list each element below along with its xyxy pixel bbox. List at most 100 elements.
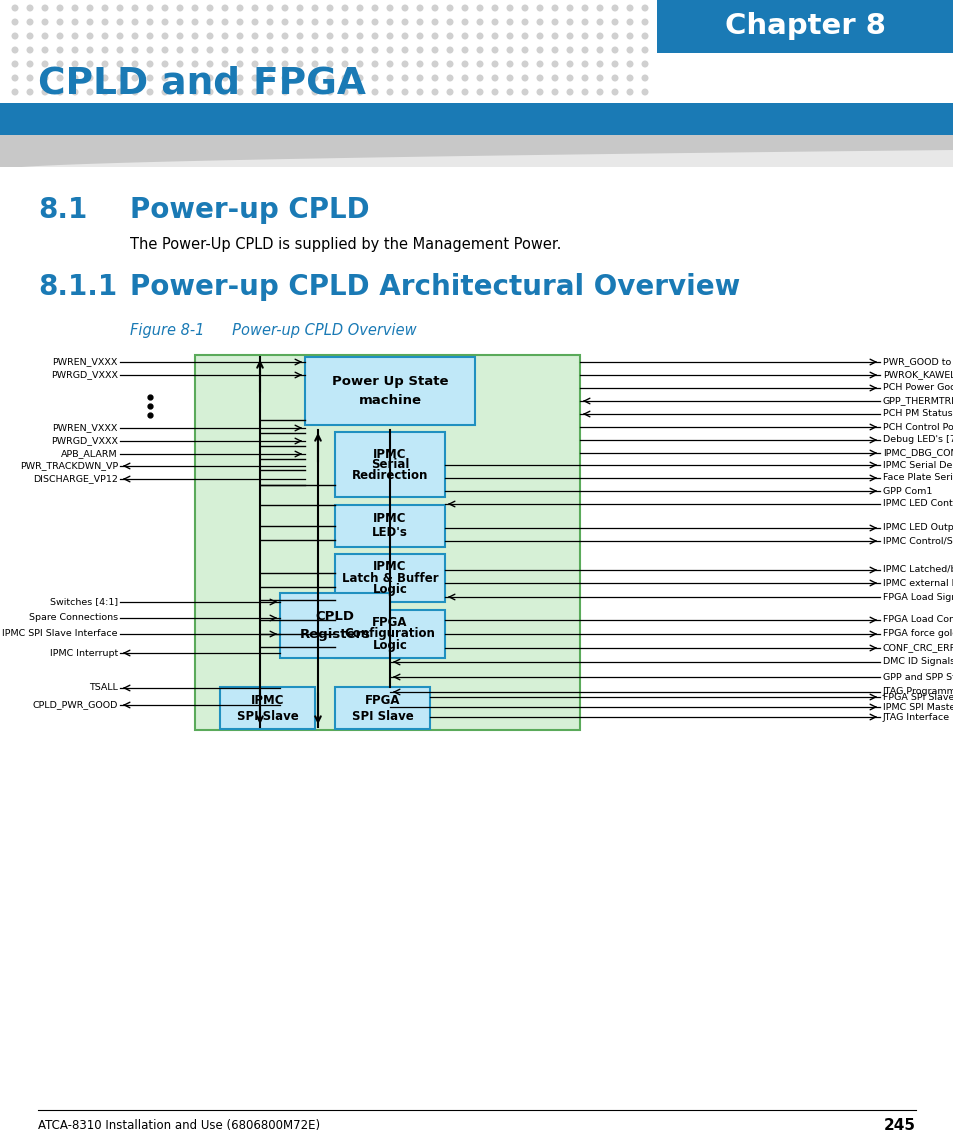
Circle shape	[102, 61, 108, 66]
Circle shape	[537, 6, 542, 10]
Circle shape	[641, 19, 647, 25]
Circle shape	[387, 6, 393, 10]
Circle shape	[327, 33, 333, 39]
Circle shape	[222, 19, 228, 25]
Circle shape	[252, 47, 257, 53]
Circle shape	[147, 19, 152, 25]
Text: PWR_TRACKDWN_VP: PWR_TRACKDWN_VP	[20, 461, 118, 471]
Circle shape	[177, 33, 183, 39]
Circle shape	[207, 89, 213, 95]
Circle shape	[416, 61, 422, 66]
Text: IPMC Latched/buffered Signals: IPMC Latched/buffered Signals	[882, 566, 953, 575]
Circle shape	[507, 33, 513, 39]
Circle shape	[567, 6, 572, 10]
Text: FPGA Load Signals DONE, INIT: FPGA Load Signals DONE, INIT	[882, 592, 953, 601]
Circle shape	[432, 76, 437, 81]
Circle shape	[297, 47, 302, 53]
Circle shape	[28, 6, 32, 10]
Circle shape	[297, 61, 302, 66]
Circle shape	[72, 61, 78, 66]
Circle shape	[552, 19, 558, 25]
Circle shape	[626, 19, 632, 25]
Circle shape	[192, 61, 197, 66]
Text: Redirection: Redirection	[352, 469, 428, 482]
Circle shape	[342, 6, 348, 10]
Circle shape	[567, 61, 572, 66]
Circle shape	[87, 61, 92, 66]
Circle shape	[237, 47, 243, 53]
Text: IPMC: IPMC	[373, 513, 406, 526]
Circle shape	[356, 76, 362, 81]
Circle shape	[356, 33, 362, 39]
Circle shape	[177, 47, 183, 53]
Text: IPMC external Latch Signals: IPMC external Latch Signals	[882, 578, 953, 587]
Circle shape	[327, 61, 333, 66]
Text: Configuration: Configuration	[344, 627, 435, 640]
Text: CPLD: CPLD	[315, 610, 355, 623]
Circle shape	[42, 76, 48, 81]
Circle shape	[416, 6, 422, 10]
Text: Figure 8-1      Power-up CPLD Overview: Figure 8-1 Power-up CPLD Overview	[130, 323, 416, 338]
FancyBboxPatch shape	[0, 103, 953, 135]
Circle shape	[237, 33, 243, 39]
Circle shape	[192, 47, 197, 53]
Circle shape	[626, 61, 632, 66]
Circle shape	[147, 47, 152, 53]
FancyBboxPatch shape	[0, 135, 953, 169]
Circle shape	[356, 47, 362, 53]
Text: FPGA: FPGA	[372, 616, 407, 630]
Circle shape	[72, 6, 78, 10]
Circle shape	[42, 47, 48, 53]
Circle shape	[461, 6, 467, 10]
Circle shape	[612, 47, 618, 53]
Circle shape	[162, 89, 168, 95]
Circle shape	[147, 76, 152, 81]
Circle shape	[267, 76, 273, 81]
Text: 8.1: 8.1	[38, 196, 87, 224]
Circle shape	[252, 19, 257, 25]
Circle shape	[626, 6, 632, 10]
Circle shape	[72, 47, 78, 53]
Circle shape	[612, 33, 618, 39]
Circle shape	[597, 89, 602, 95]
Circle shape	[28, 76, 32, 81]
Circle shape	[57, 76, 63, 81]
Text: PWREN_VXXX: PWREN_VXXX	[52, 357, 118, 366]
Circle shape	[252, 61, 257, 66]
Circle shape	[312, 19, 317, 25]
Circle shape	[402, 76, 407, 81]
Circle shape	[177, 76, 183, 81]
Circle shape	[72, 33, 78, 39]
Circle shape	[132, 33, 137, 39]
Circle shape	[537, 19, 542, 25]
Circle shape	[237, 61, 243, 66]
Circle shape	[28, 47, 32, 53]
Circle shape	[87, 6, 92, 10]
Circle shape	[282, 33, 288, 39]
Circle shape	[177, 19, 183, 25]
Text: PWREN_VXXX: PWREN_VXXX	[52, 424, 118, 433]
Circle shape	[177, 89, 183, 95]
Text: FPGA force golden Signals: FPGA force golden Signals	[882, 630, 953, 639]
Text: TSALL: TSALL	[89, 684, 118, 693]
Circle shape	[507, 61, 513, 66]
Text: IPMC: IPMC	[373, 448, 406, 461]
FancyBboxPatch shape	[194, 355, 579, 731]
Circle shape	[87, 89, 92, 95]
Circle shape	[402, 89, 407, 95]
Circle shape	[537, 76, 542, 81]
Circle shape	[102, 33, 108, 39]
Circle shape	[432, 89, 437, 95]
Circle shape	[42, 33, 48, 39]
Circle shape	[641, 89, 647, 95]
Circle shape	[612, 61, 618, 66]
Circle shape	[492, 76, 497, 81]
FancyBboxPatch shape	[335, 554, 444, 602]
Text: PWRGD_VXXX: PWRGD_VXXX	[51, 371, 118, 379]
Circle shape	[222, 47, 228, 53]
Circle shape	[626, 47, 632, 53]
Circle shape	[432, 6, 437, 10]
Text: FPGA: FPGA	[364, 694, 400, 706]
Circle shape	[117, 76, 123, 81]
Text: GPP Com1: GPP Com1	[882, 487, 931, 496]
